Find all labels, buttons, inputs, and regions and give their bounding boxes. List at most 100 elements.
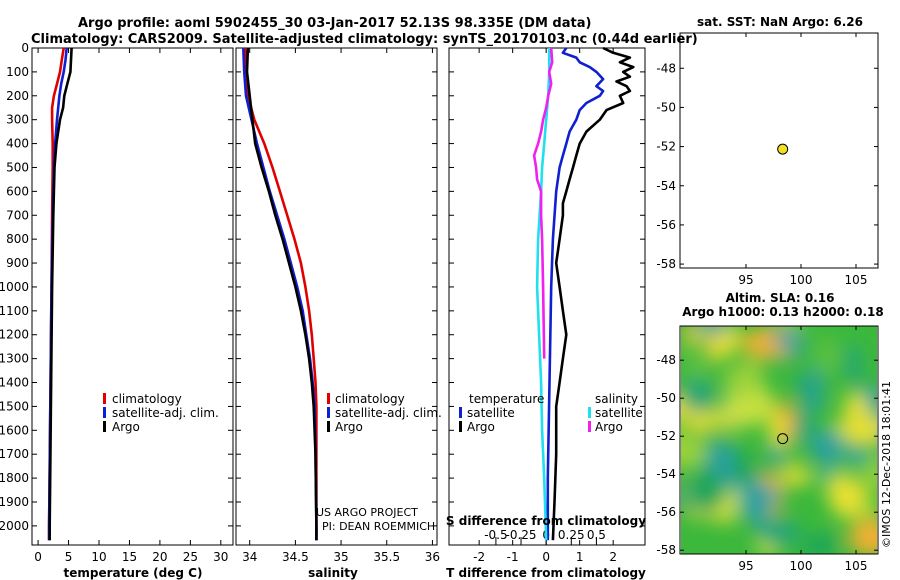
sst-map-xtick-label: 100 [790, 273, 813, 287]
temperature-xtick-label: 10 [91, 550, 106, 564]
credit-line-2: PI: DEAN ROEMMICH [322, 520, 435, 533]
sla-map-panel: 95 100 105 -48 -50 -52 -54 -56 -58 [656, 325, 879, 573]
difference-xtick-label: -1 [507, 550, 519, 564]
depth-tick-label: 200 [6, 89, 29, 103]
depth-tick-label: 400 [6, 137, 29, 151]
sla-anomaly-blob [829, 475, 867, 519]
depth-tick-label: 1900 [0, 495, 29, 509]
temperature-xtick-label: 15 [122, 550, 137, 564]
sla-anomaly-blob [865, 458, 877, 494]
sla-map-frame [679, 325, 879, 555]
legend-label-satellite: satellite-adj. clim. [112, 406, 219, 420]
diff-legend-s-argo: Argo [595, 420, 623, 434]
salinity-series-argo [245, 47, 318, 541]
sla-heatmap [681, 326, 877, 554]
sal-legend-swatch-argo [327, 421, 330, 432]
depth-tick-label: 600 [6, 184, 29, 198]
depth-tick-label: 1600 [0, 423, 29, 437]
sst-map-xtick-label: 95 [738, 273, 753, 287]
diff-legend-swatch-t-argo [459, 421, 462, 432]
imos-stamp: ©IMOS 12-Dec-2018 18:01:41 [880, 381, 893, 548]
sla-title-2: Argo h1000: 0.13 h2000: 0.18 [682, 305, 883, 319]
difference-series-s-argo [532, 47, 554, 359]
sst-map-ytick-label: -50 [656, 100, 676, 114]
s-diff-tick-label: -0.5 [484, 528, 507, 542]
salinity-xtick-label: 36 [425, 550, 440, 564]
sst-map-frame [679, 32, 879, 269]
diff-legend-t-satellite: satellite [467, 406, 515, 420]
difference-xtick-label: 2 [609, 550, 617, 564]
sal-legend-label-argo: Argo [335, 420, 363, 434]
legend-swatch-satellite [103, 407, 106, 418]
sla-map-ytick-label: -52 [656, 429, 676, 443]
sla-title-1: Altim. SLA: 0.16 [726, 291, 835, 305]
depth-tick-label: 1500 [0, 399, 29, 413]
temperature-xlabel: temperature (deg C) [64, 566, 203, 580]
sla-anomaly-blob [735, 482, 780, 513]
sla-anomaly-blob [687, 468, 726, 514]
diff-legend-t-argo: Argo [467, 420, 495, 434]
difference-top-xlabel: S difference from climatology [446, 514, 646, 528]
depth-tick-label: 300 [6, 113, 29, 127]
difference-panel: -2 -1 0 1 2-0.5-0.25 0 0.25 0.5 [448, 46, 646, 564]
sla-anomaly-blob [770, 328, 804, 348]
salinity-xtick-label: 35 [333, 550, 348, 564]
sla-anomaly-blob [779, 468, 813, 486]
sla-anomaly-blob [686, 427, 718, 443]
diff-legend-s-satellite: satellite [595, 406, 643, 420]
sla-anomaly-blob [780, 442, 801, 469]
temperature-panel: 0100200300400500600700800900100011001200… [0, 41, 234, 564]
sla-anomaly-blob [723, 365, 759, 398]
sla-heatmap-field [681, 326, 877, 554]
header-line-2: Climatology: CARS2009. Satellite-adjuste… [31, 32, 698, 47]
sla-anomaly-blob [845, 343, 862, 385]
salinity-xtick-label: 34 [242, 550, 257, 564]
depth-tick-label: 1400 [0, 376, 29, 390]
difference-xlabel: T difference from climatology [446, 566, 646, 580]
credit-line-1: US ARGO PROJECT [316, 506, 418, 519]
sla-anomaly-blob [848, 518, 877, 554]
sla-map-ytick-label: -50 [656, 391, 676, 405]
temperature-xtick-label: 30 [213, 550, 228, 564]
salinity-panel: 34 34.5 35 35.5 36 [235, 47, 440, 564]
sal-legend-label-satellite: satellite-adj. clim. [335, 406, 442, 420]
temperature-xtick-label: 5 [65, 550, 73, 564]
diff-legend-salinity-title: salinity [595, 392, 638, 406]
sla-anomaly-blob [682, 336, 712, 381]
argo-location-marker [777, 433, 789, 445]
sst-map-xtick-label: 105 [845, 273, 868, 287]
sla-anomaly-blob [792, 378, 822, 396]
sla-anomaly-blob [809, 429, 845, 464]
temperature-xtick-label: 0 [34, 550, 42, 564]
sla-map-xtick-label: 100 [790, 559, 813, 573]
diff-legend-swatch-s-argo [588, 421, 591, 432]
diff-legend-swatch-t-satellite [459, 407, 462, 418]
difference-xtick-label: 1 [576, 550, 584, 564]
temperature-series-argo [48, 47, 73, 541]
salinity-series-climatology [243, 47, 318, 541]
salinity-xtick-label: 34.5 [282, 550, 309, 564]
difference-xtick-label: 0 [542, 550, 550, 564]
s-diff-tick-label: 0.25 [558, 528, 585, 542]
sla-map-ytick-label: -56 [656, 505, 676, 519]
depth-tick-label: 1100 [0, 304, 29, 318]
sla-anomaly-blob [768, 413, 785, 448]
diff-legend-temperature-title: temperature [469, 392, 544, 406]
legend-label-argo: Argo [112, 420, 140, 434]
difference-xtick-label: -2 [473, 550, 485, 564]
diff-legend-swatch-s-satellite [588, 407, 591, 418]
sla-anomaly-blob [843, 393, 869, 416]
depth-tick-label: 1700 [0, 447, 29, 461]
temperature-xtick-label: 20 [152, 550, 167, 564]
sst-map-ytick-label: -56 [656, 218, 676, 232]
salinity-xtick-label: 35.5 [373, 550, 400, 564]
salinity-frame [235, 47, 438, 546]
sst-map-panel: 95 100 105 -48 -50 -52 -54 -56 -58 [656, 32, 879, 287]
temperature-xtick-label: 25 [183, 550, 198, 564]
depth-tick-label: 100 [6, 65, 29, 79]
sla-anomaly-blob [839, 414, 877, 443]
sla-anomaly-blob [847, 446, 867, 466]
sst-map-ytick-label: -52 [656, 140, 676, 154]
sla-anomaly-blob [758, 518, 799, 547]
